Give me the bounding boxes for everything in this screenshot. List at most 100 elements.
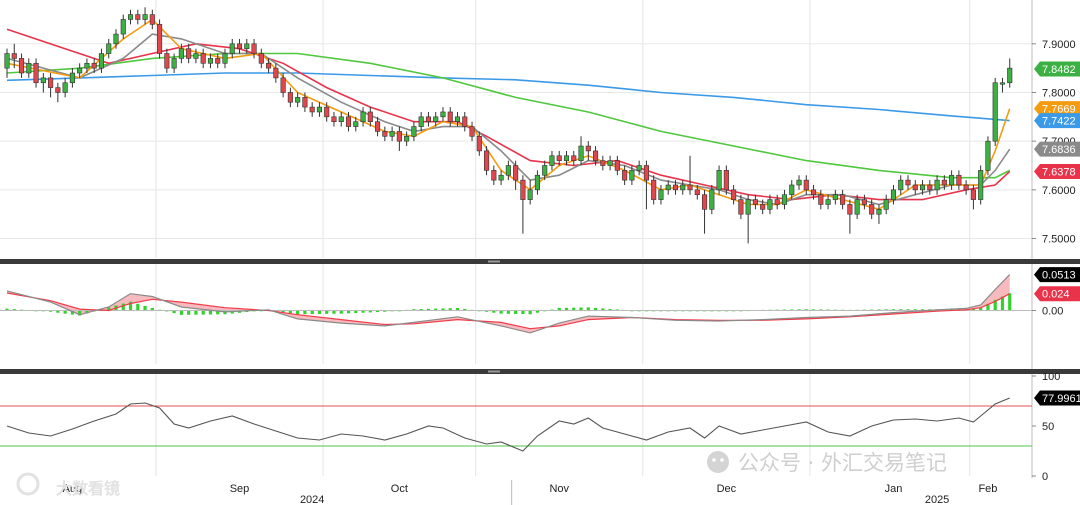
candle-down [91,62,97,69]
candle-up [84,62,90,69]
candle-down [273,67,279,79]
divider-grip[interactable] [488,370,500,373]
month-label: Feb [978,483,997,495]
candle-up [832,194,838,200]
month-label: Aug [63,483,83,495]
logo-watermark: 大数看镜 [56,479,120,498]
candle-down [905,179,911,186]
rsi-panel[interactable] [0,397,1032,452]
macd-histogram-bar [913,309,917,311]
candle-down [847,204,853,215]
candle-down [840,194,846,205]
macd-histogram-bar [85,310,89,314]
candle-down [513,165,519,181]
macd-histogram-bar [216,310,220,315]
candle-down [585,145,591,152]
macd-histogram-bar [5,308,9,311]
macd-histogram-bar [187,310,191,315]
macd-histogram-bar [492,310,496,313]
macd-histogram-bar [368,310,372,313]
candle-down [760,204,766,210]
candle-down [491,170,497,181]
macd-histogram-bar [811,309,816,311]
macd-histogram-bar [484,310,489,312]
macd-histogram-bar [346,310,351,314]
candle-down [157,24,163,54]
candle-up [876,209,882,215]
candle-up [636,165,642,171]
macd-histogram-bar [521,310,525,315]
macd-histogram-bar [136,303,140,311]
macd-histogram-bar [986,303,990,311]
last-value-tag: 77.9961 [1034,390,1080,406]
value-tag-label: 77.9961 [1042,393,1080,405]
candle-down [593,150,599,161]
axis-tick-label: 100 [1042,371,1060,383]
price-panel[interactable] [4,7,1013,244]
month-label: Dec [717,483,737,495]
candle-up [527,189,533,200]
last-value-tag: 7.7422 [1034,113,1080,129]
candle-up [69,72,75,84]
macd-histogram-bar [528,310,532,315]
candle-up [789,184,795,196]
candle-down [614,160,620,171]
axis-tick-label: 0.00 [1042,306,1063,318]
candle-down [215,58,221,64]
candle-down [810,189,817,196]
candle-up [106,43,112,54]
macd-dea-line [6,292,1010,330]
candle-down [48,77,54,88]
macd-histogram-bar [499,310,503,314]
candle-down [331,116,337,122]
panel-divider[interactable] [0,259,1080,264]
panel-separators[interactable] [0,259,1080,374]
candle-up [549,155,555,166]
macd-histogram-bar [179,310,183,315]
macd-histogram-bar [557,307,561,311]
candle-up [113,33,119,45]
candle-down [55,87,61,93]
candle-up [244,43,250,49]
candle-down [651,179,657,200]
macd-histogram-bar [426,308,431,311]
macd-histogram-bar [303,310,307,315]
candle-up [629,170,635,181]
candle-down [11,53,17,59]
candle-down [702,194,708,210]
candle-up [62,82,68,93]
candle-down [382,131,388,137]
candle-up [77,67,83,74]
candle-up [534,174,540,191]
month-label: Sep [230,483,250,495]
macd-histogram-bar [172,310,176,314]
candle-down [236,43,243,49]
macd-histogram-bar [317,310,322,314]
panel-divider[interactable] [0,369,1080,374]
divider-grip[interactable] [488,260,500,263]
value-tag-bg [1034,286,1080,302]
candle-up [578,145,584,161]
macd-histogram-bar [884,309,888,311]
candle-down [941,179,947,186]
macd-histogram-bar [920,309,925,311]
candle-up [404,136,410,142]
macd-histogram-bar [993,299,997,311]
candle-down [324,106,330,118]
macd-histogram-bar [448,308,452,311]
candle-down [367,111,373,122]
candle-down [476,136,482,152]
candle-down [956,174,962,186]
candle-up [563,155,570,161]
value-tag-bg [1034,101,1080,117]
candle-up [207,58,214,64]
macd-histogram-bar [419,309,423,311]
candle-down [18,58,25,74]
macd-panel[interactable] [0,274,1032,334]
value-tag-label: 7.6378 [1042,166,1076,178]
macd-histogram-bar [201,310,205,315]
macd-histogram-bar [361,310,365,313]
macd-histogram-bar [877,309,881,311]
